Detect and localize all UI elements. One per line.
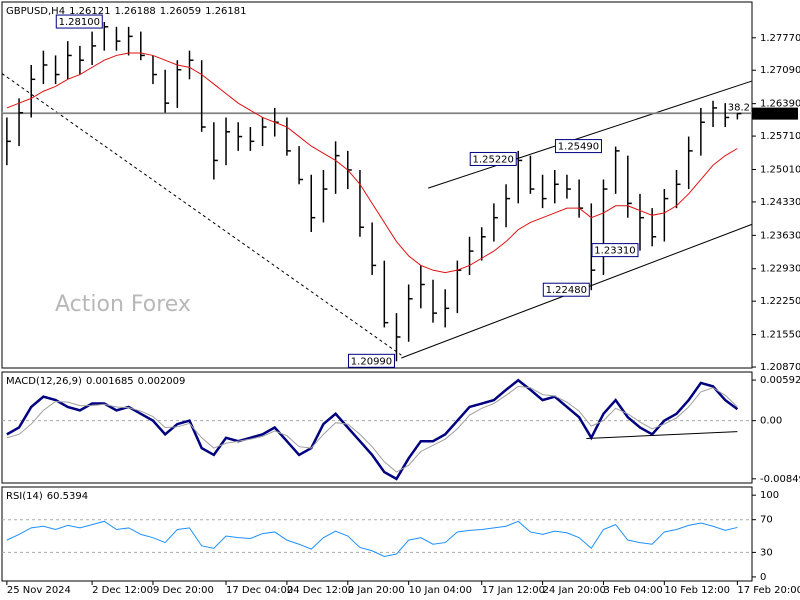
y-tick-label: 0.00 — [760, 416, 782, 427]
header-value: 1.26059 — [160, 6, 201, 17]
header-value: 60.5394 — [47, 491, 88, 502]
annotation-label: 1.22480 — [546, 285, 587, 296]
annotation-box — [347, 353, 395, 368]
header-value: 1.26181 — [205, 6, 246, 17]
panel-header: GBPUSD,H4 1.26121 1.26188 1.26059 1.26181 — [6, 6, 247, 17]
y-tick-label: 1.25010 — [760, 164, 800, 175]
panel-frame — [1, 371, 753, 484]
annotation-box — [542, 282, 590, 297]
y-tick-label: 30 — [760, 547, 773, 558]
y-tick-label: -0.00849 — [760, 474, 800, 485]
annotation-box — [55, 14, 103, 29]
y-tick-label: 1.20870 — [760, 362, 800, 373]
panel — [2, 519, 752, 558]
indicator-line — [6, 520, 738, 558]
annotation-label: 1.25490 — [558, 142, 599, 153]
panel-frame — [1, 486, 753, 582]
x-tick-label: 3 Feb 04:00 — [603, 585, 662, 596]
y-tick-label: 0 — [760, 572, 766, 583]
annotation-box — [469, 151, 517, 166]
panel-header: MACD(12,26,9) 0.001685 0.002009 — [6, 376, 185, 387]
header-title: GBPUSD,H4 — [6, 6, 65, 17]
y-tick-label: 1.22250 — [760, 296, 800, 307]
header-value: 0.002009 — [138, 376, 186, 387]
fib-label: 38.2 — [728, 103, 750, 114]
watermark: Action Forex — [55, 292, 191, 317]
moving-average — [6, 52, 738, 274]
x-tick-label: 2 Jan 20:00 — [348, 585, 405, 596]
x-tick-label: 2 Dec 12:00 — [92, 585, 153, 596]
y-tick-label: 0.005921 — [760, 375, 800, 386]
trendline — [427, 80, 752, 189]
y-tick-label: 1.27090 — [760, 65, 800, 76]
annotation-label: 1.28100 — [59, 17, 100, 28]
y-tick-label: 1.25710 — [760, 131, 800, 142]
x-tick-label: 10 Feb 12:00 — [664, 585, 730, 596]
trendline — [586, 431, 738, 439]
x-tick-label: 17 Feb 20:00 — [737, 585, 800, 596]
last-price-box — [752, 107, 798, 120]
y-tick-label: 1.21550 — [760, 330, 800, 341]
annotation-box — [591, 243, 639, 258]
x-tick-label: 17 Dec 04:00 — [226, 585, 293, 596]
header-value: 0.001685 — [86, 376, 134, 387]
y-tick-label: 70 — [760, 515, 773, 526]
y-tick-label: 1.23630 — [760, 230, 800, 241]
y-tick-label: 1.22930 — [760, 264, 800, 275]
x-tick-label: 10 Jan 04:00 — [409, 585, 472, 596]
indicator-line — [6, 385, 738, 473]
x-tick-label: 25 Nov 2024 — [7, 585, 71, 596]
panel-frame — [1, 1, 753, 369]
header-title: RSI(14) — [6, 491, 43, 502]
last-price-label: 1.26181 — [756, 109, 797, 120]
panel — [2, 22, 752, 362]
x-tick-label: 24 Jan 20:00 — [543, 585, 606, 596]
x-tick-label: 9 Dec 20:00 — [153, 585, 214, 596]
header-title: MACD(12,26,9) — [6, 376, 82, 387]
header-value: 1.26121 — [69, 6, 110, 17]
annotation-label: 1.20990 — [351, 356, 392, 367]
y-tick-label: 1.24330 — [760, 197, 800, 208]
y-tick-label: 100 — [760, 490, 779, 501]
panel-header: RSI(14) 60.5394 — [6, 491, 88, 502]
y-tick-label: 1.26390 — [760, 99, 800, 110]
y-tick-label: 1.27770 — [760, 33, 800, 44]
x-tick-label: 24 Dec 12:00 — [287, 585, 354, 596]
header-value: 1.26188 — [114, 6, 155, 17]
annotation-box — [554, 139, 602, 154]
indicator-line — [6, 378, 739, 481]
panel — [2, 378, 752, 481]
x-tick-label: 17 Jan 12:00 — [482, 585, 545, 596]
annotation-label: 1.25220 — [473, 154, 514, 165]
annotation-label: 1.23310 — [594, 246, 635, 257]
